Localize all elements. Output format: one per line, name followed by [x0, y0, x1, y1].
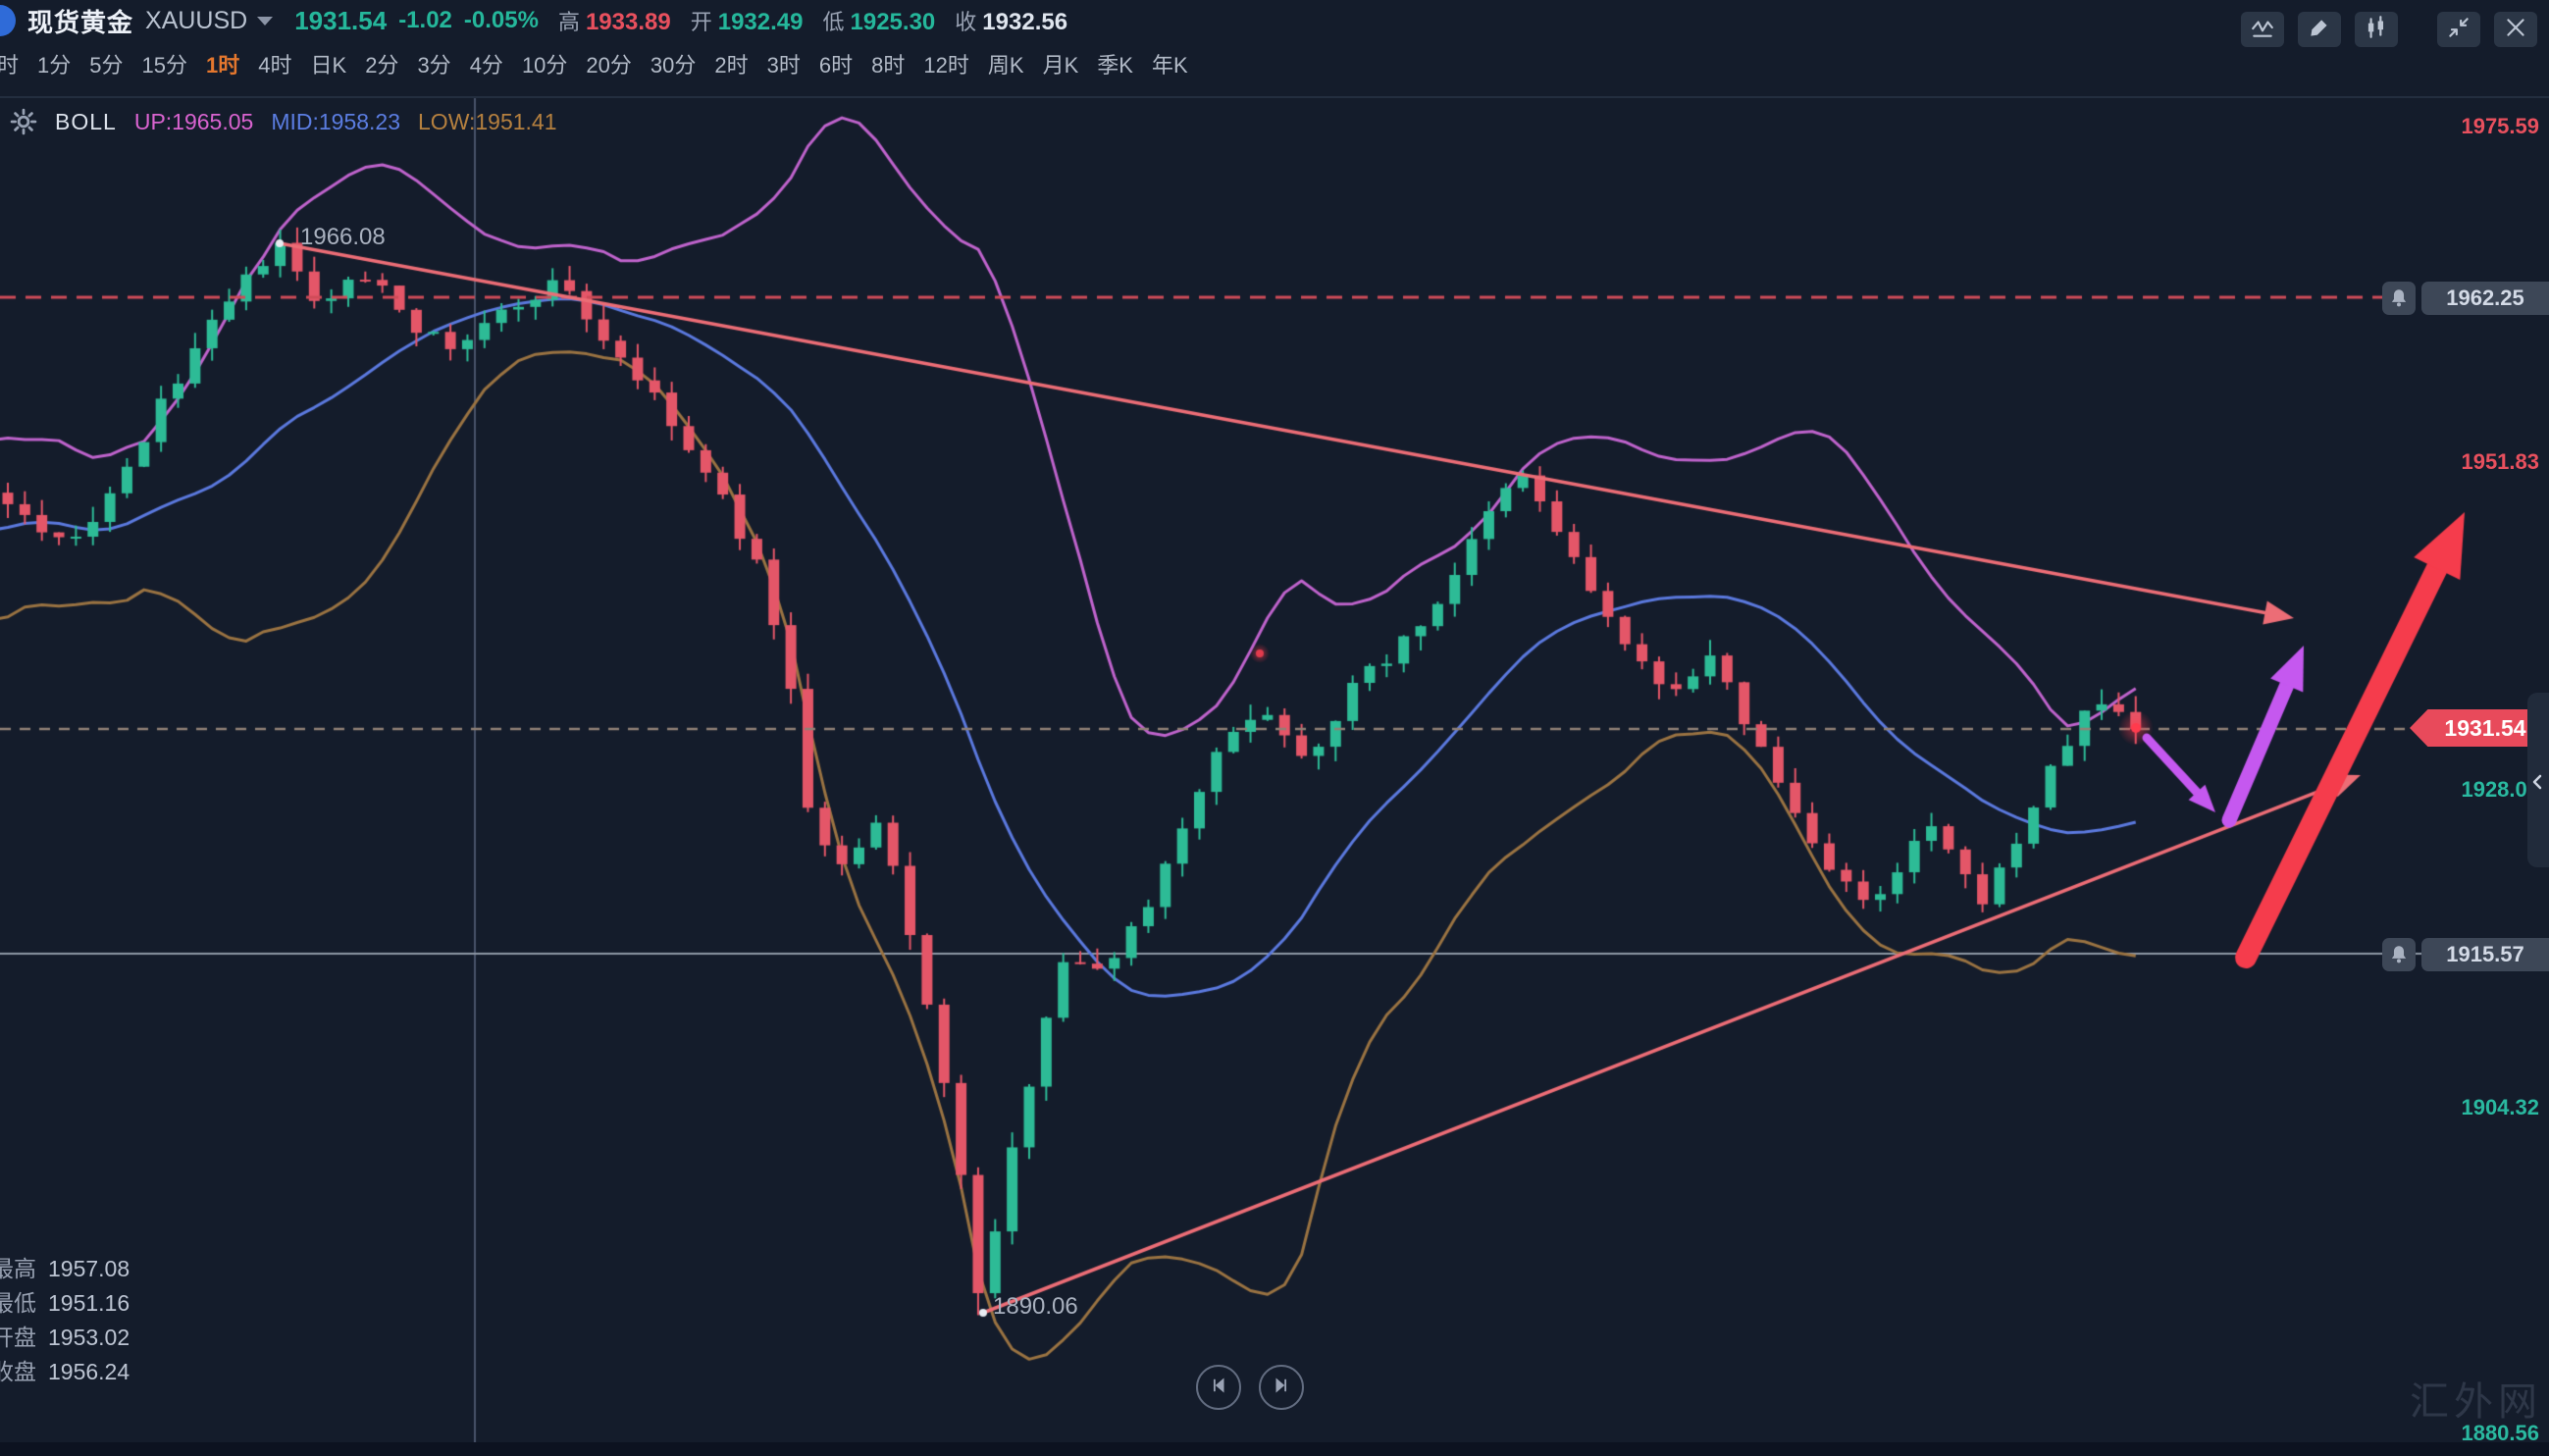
- chart-style-button[interactable]: [2355, 12, 2398, 47]
- tab-分时[interactable]: 分时: [0, 53, 20, 78]
- tab-5分[interactable]: 5分: [89, 53, 124, 78]
- header-bar: 现货黄金 XAUUSD 1931.54 -1.02 -0.05% 高 1933.…: [0, 0, 2549, 41]
- draw-icon: [2307, 15, 2332, 45]
- bell-icon[interactable]: [2382, 938, 2416, 971]
- collapse-icon: [2446, 15, 2471, 45]
- symbol-name: 现货黄金: [27, 7, 134, 37]
- high-pair: 高 1933.89: [558, 5, 671, 36]
- low-label: 低: [822, 10, 845, 34]
- skip-back-icon: [1208, 1375, 1229, 1401]
- symbol-code[interactable]: XAUUSD: [145, 6, 248, 34]
- axis-price-label: 1975.59: [2461, 114, 2539, 138]
- open-pair: 开 1932.49: [691, 5, 804, 36]
- tab-2时[interactable]: 2时: [714, 53, 749, 78]
- high-label: 高: [557, 10, 580, 34]
- axis-price-label: 1928.07: [2461, 777, 2539, 802]
- tab-周K[interactable]: 周K: [987, 53, 1024, 78]
- alert-price-badge[interactable]: 1962.25: [2421, 282, 2549, 315]
- skip-forward-icon: [1271, 1375, 1292, 1401]
- tab-15分[interactable]: 15分: [141, 53, 187, 78]
- tab-4分[interactable]: 4分: [469, 53, 503, 78]
- indicator-name[interactable]: BOLL: [55, 108, 117, 134]
- axis-price-label: 1951.83: [2461, 449, 2539, 474]
- site-watermark: 汇外网: [2410, 1380, 2542, 1424]
- stat-row: 收盘 1956.24: [0, 1359, 130, 1384]
- peak-price-annotation: 1966.08: [300, 224, 386, 250]
- bell-icon[interactable]: [2382, 282, 2416, 315]
- last-price: 1931.54: [294, 5, 388, 35]
- axis-price-label: 1880.56: [2461, 1421, 2539, 1445]
- tab-6时[interactable]: 6时: [818, 53, 854, 78]
- low-value: 1925.30: [850, 9, 936, 35]
- tab-月K[interactable]: 月K: [1042, 53, 1079, 78]
- open-label: 开: [690, 10, 712, 34]
- tab-季K[interactable]: 季K: [1097, 53, 1133, 78]
- tab-2分[interactable]: 2分: [365, 53, 399, 78]
- open-value: 1932.49: [717, 9, 804, 35]
- close-button[interactable]: [2494, 12, 2537, 47]
- boll-low-value: LOW:1951.41: [418, 108, 557, 134]
- axis-price-label: 1904.32: [2461, 1095, 2539, 1119]
- price-change: -1.02: [398, 7, 452, 33]
- indicator-icon: [2250, 15, 2275, 45]
- stat-row: 最低 1951.16: [0, 1290, 130, 1316]
- stat-row: 开盘 1953.02: [0, 1325, 130, 1350]
- boll-mid-value: MID:1958.23: [271, 108, 401, 134]
- app-logo: [0, 5, 16, 36]
- current-price-tag: 1931.54: [2410, 709, 2549, 747]
- tab-12时[interactable]: 12时: [923, 53, 969, 78]
- tab-10分[interactable]: 10分: [521, 53, 568, 78]
- tab-20分[interactable]: 20分: [586, 53, 632, 78]
- indicator-row: BOLL UP:1965.05 MID:1958.23 LOW:1951.41: [10, 108, 557, 135]
- hover-ohlc-stats: 最高 1957.08 最低 1951.16 开盘 1953.02 收盘 1956.24: [0, 1252, 130, 1389]
- gear-icon[interactable]: [10, 108, 37, 135]
- tab-30分[interactable]: 30分: [650, 53, 697, 78]
- chart-toolbar: [2241, 12, 2537, 47]
- tab-3时[interactable]: 3时: [766, 53, 801, 78]
- draw-button[interactable]: [2298, 12, 2341, 47]
- skip-back-button[interactable]: [1196, 1365, 1241, 1410]
- tab-1分[interactable]: 1分: [37, 53, 72, 78]
- tab-1时[interactable]: 1时: [206, 53, 240, 78]
- playback-controls: [1196, 1365, 1304, 1410]
- trough-price-annotation: 1890.06: [993, 1293, 1078, 1320]
- tab-日K[interactable]: 日K: [310, 53, 347, 78]
- close-pair: 收 1932.56: [955, 5, 1067, 36]
- tab-8时[interactable]: 8时: [871, 53, 906, 78]
- close-value: 1932.56: [982, 9, 1068, 35]
- high-value: 1933.89: [585, 9, 671, 35]
- skip-forward-button[interactable]: [1259, 1365, 1304, 1410]
- chevron-down-icon[interactable]: [257, 16, 274, 26]
- side-panel-handle[interactable]: [2527, 693, 2549, 867]
- stat-row: 最高 1957.08: [0, 1256, 130, 1281]
- tab-4时[interactable]: 4时: [258, 53, 292, 78]
- tab-3分[interactable]: 3分: [417, 53, 451, 78]
- tab-年K[interactable]: 年K: [1151, 53, 1188, 78]
- low-pair: 低 1925.30: [823, 5, 936, 36]
- indicator-button[interactable]: [2241, 12, 2284, 47]
- collapse-button[interactable]: [2437, 12, 2480, 47]
- price-change-percent: -0.05%: [463, 7, 539, 33]
- window-edge: [0, 1442, 2549, 1456]
- divider: [0, 96, 2549, 98]
- close-icon: [2503, 15, 2528, 45]
- candlestick-icon: [2364, 15, 2389, 45]
- close-label: 收: [955, 10, 977, 34]
- boll-up-value: UP:1965.05: [133, 108, 254, 134]
- alert-price-badge[interactable]: 1915.57: [2421, 938, 2549, 971]
